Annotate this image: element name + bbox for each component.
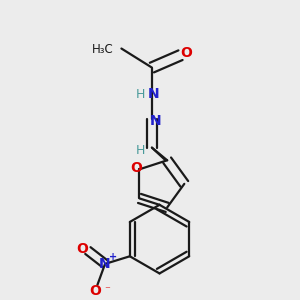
Text: H₃C: H₃C — [92, 43, 114, 56]
Text: O: O — [90, 284, 101, 298]
Text: O: O — [131, 161, 142, 175]
Text: O: O — [76, 242, 88, 256]
Text: H: H — [136, 88, 145, 101]
Text: ⁻: ⁻ — [104, 286, 110, 296]
Text: H: H — [136, 144, 145, 157]
Text: N: N — [148, 87, 160, 101]
Text: N: N — [99, 257, 111, 271]
Text: N: N — [150, 114, 161, 128]
Text: O: O — [180, 46, 192, 60]
Text: +: + — [109, 252, 117, 262]
